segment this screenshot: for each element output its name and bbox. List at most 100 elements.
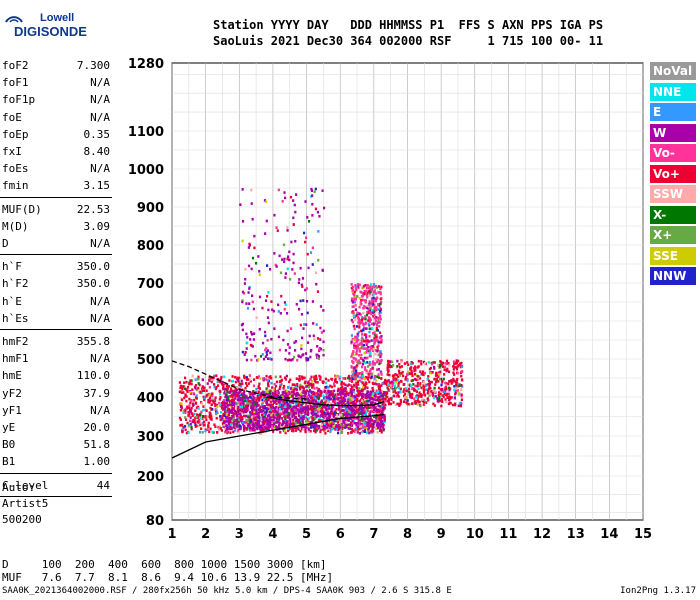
data-point <box>350 355 353 358</box>
data-point <box>444 398 447 401</box>
data-point <box>366 400 369 403</box>
data-point <box>339 375 342 379</box>
data-point <box>357 321 360 324</box>
data-point <box>179 408 182 412</box>
data-point <box>416 382 419 385</box>
data-point <box>453 396 456 400</box>
data-point <box>375 368 379 372</box>
data-point <box>385 391 389 394</box>
data-point <box>456 371 459 375</box>
data-point <box>375 333 378 337</box>
data-point <box>430 380 433 384</box>
data-point <box>374 284 378 288</box>
data-point <box>447 382 450 386</box>
data-point <box>349 391 352 394</box>
data-point <box>347 376 351 380</box>
data-point <box>238 389 242 393</box>
data-point <box>276 229 279 232</box>
data-point <box>256 423 259 426</box>
data-point <box>397 383 400 386</box>
data-point <box>309 377 312 381</box>
data-point <box>417 359 420 363</box>
data-point <box>356 343 360 347</box>
param-row: hmF2 355.8 <box>2 333 110 350</box>
data-point <box>312 416 315 420</box>
data-point <box>427 389 430 393</box>
data-point <box>454 392 457 396</box>
data-point <box>249 392 252 395</box>
data-point <box>183 409 186 412</box>
data-point <box>210 416 213 420</box>
data-point <box>361 298 364 302</box>
data-point <box>310 187 313 191</box>
data-point <box>238 408 241 411</box>
data-point <box>455 366 458 369</box>
data-point <box>277 310 280 313</box>
data-point <box>433 367 436 370</box>
data-point <box>358 319 361 322</box>
data-point <box>353 397 356 401</box>
data-point <box>349 423 352 427</box>
data-point <box>418 384 422 387</box>
data-point <box>295 410 299 413</box>
data-point <box>242 400 245 404</box>
data-point <box>371 285 374 289</box>
data-point <box>358 283 361 287</box>
data-point <box>324 406 327 409</box>
param-row: foE N/A <box>2 109 110 126</box>
data-point <box>420 360 423 363</box>
data-point <box>403 392 407 396</box>
data-point <box>376 308 380 311</box>
param-name: h`E <box>2 294 22 308</box>
data-point <box>232 393 235 397</box>
data-point <box>275 265 278 268</box>
data-point <box>307 411 310 415</box>
data-point <box>358 305 361 309</box>
data-point <box>433 386 436 390</box>
data-point <box>370 409 373 413</box>
data-point <box>362 328 365 331</box>
data-point <box>296 426 299 429</box>
data-point <box>223 399 226 402</box>
data-point <box>243 390 246 394</box>
data-point <box>386 366 389 369</box>
data-point <box>221 416 224 420</box>
data-point <box>349 410 352 414</box>
data-point <box>363 292 366 295</box>
data-point <box>442 377 445 381</box>
data-point <box>373 394 376 398</box>
data-point <box>229 425 232 429</box>
data-point <box>292 252 295 256</box>
data-point <box>309 251 313 254</box>
data-point <box>380 335 383 338</box>
data-point <box>222 387 225 391</box>
data-point <box>240 409 243 413</box>
data-point <box>371 386 374 390</box>
param-value: 51.8 <box>83 438 111 452</box>
data-point <box>290 385 293 389</box>
data-point <box>443 368 446 371</box>
data-point <box>427 379 431 383</box>
data-point <box>358 347 361 351</box>
data-point <box>296 358 299 362</box>
data-point <box>368 311 371 315</box>
data-point <box>335 427 338 431</box>
data-point <box>380 285 383 289</box>
data-point <box>307 385 311 389</box>
data-point <box>350 299 354 302</box>
data-point <box>418 375 421 379</box>
data-point <box>314 404 317 408</box>
data-point <box>439 360 443 364</box>
data-point <box>283 400 287 403</box>
data-point <box>184 387 187 390</box>
data-point <box>362 412 366 416</box>
data-point <box>299 420 302 424</box>
data-point <box>364 339 367 343</box>
data-point <box>356 332 359 336</box>
data-point <box>398 404 401 407</box>
data-point <box>308 334 311 338</box>
data-point <box>238 383 241 387</box>
data-point <box>300 416 303 420</box>
data-point <box>330 413 333 417</box>
data-point <box>355 371 358 375</box>
